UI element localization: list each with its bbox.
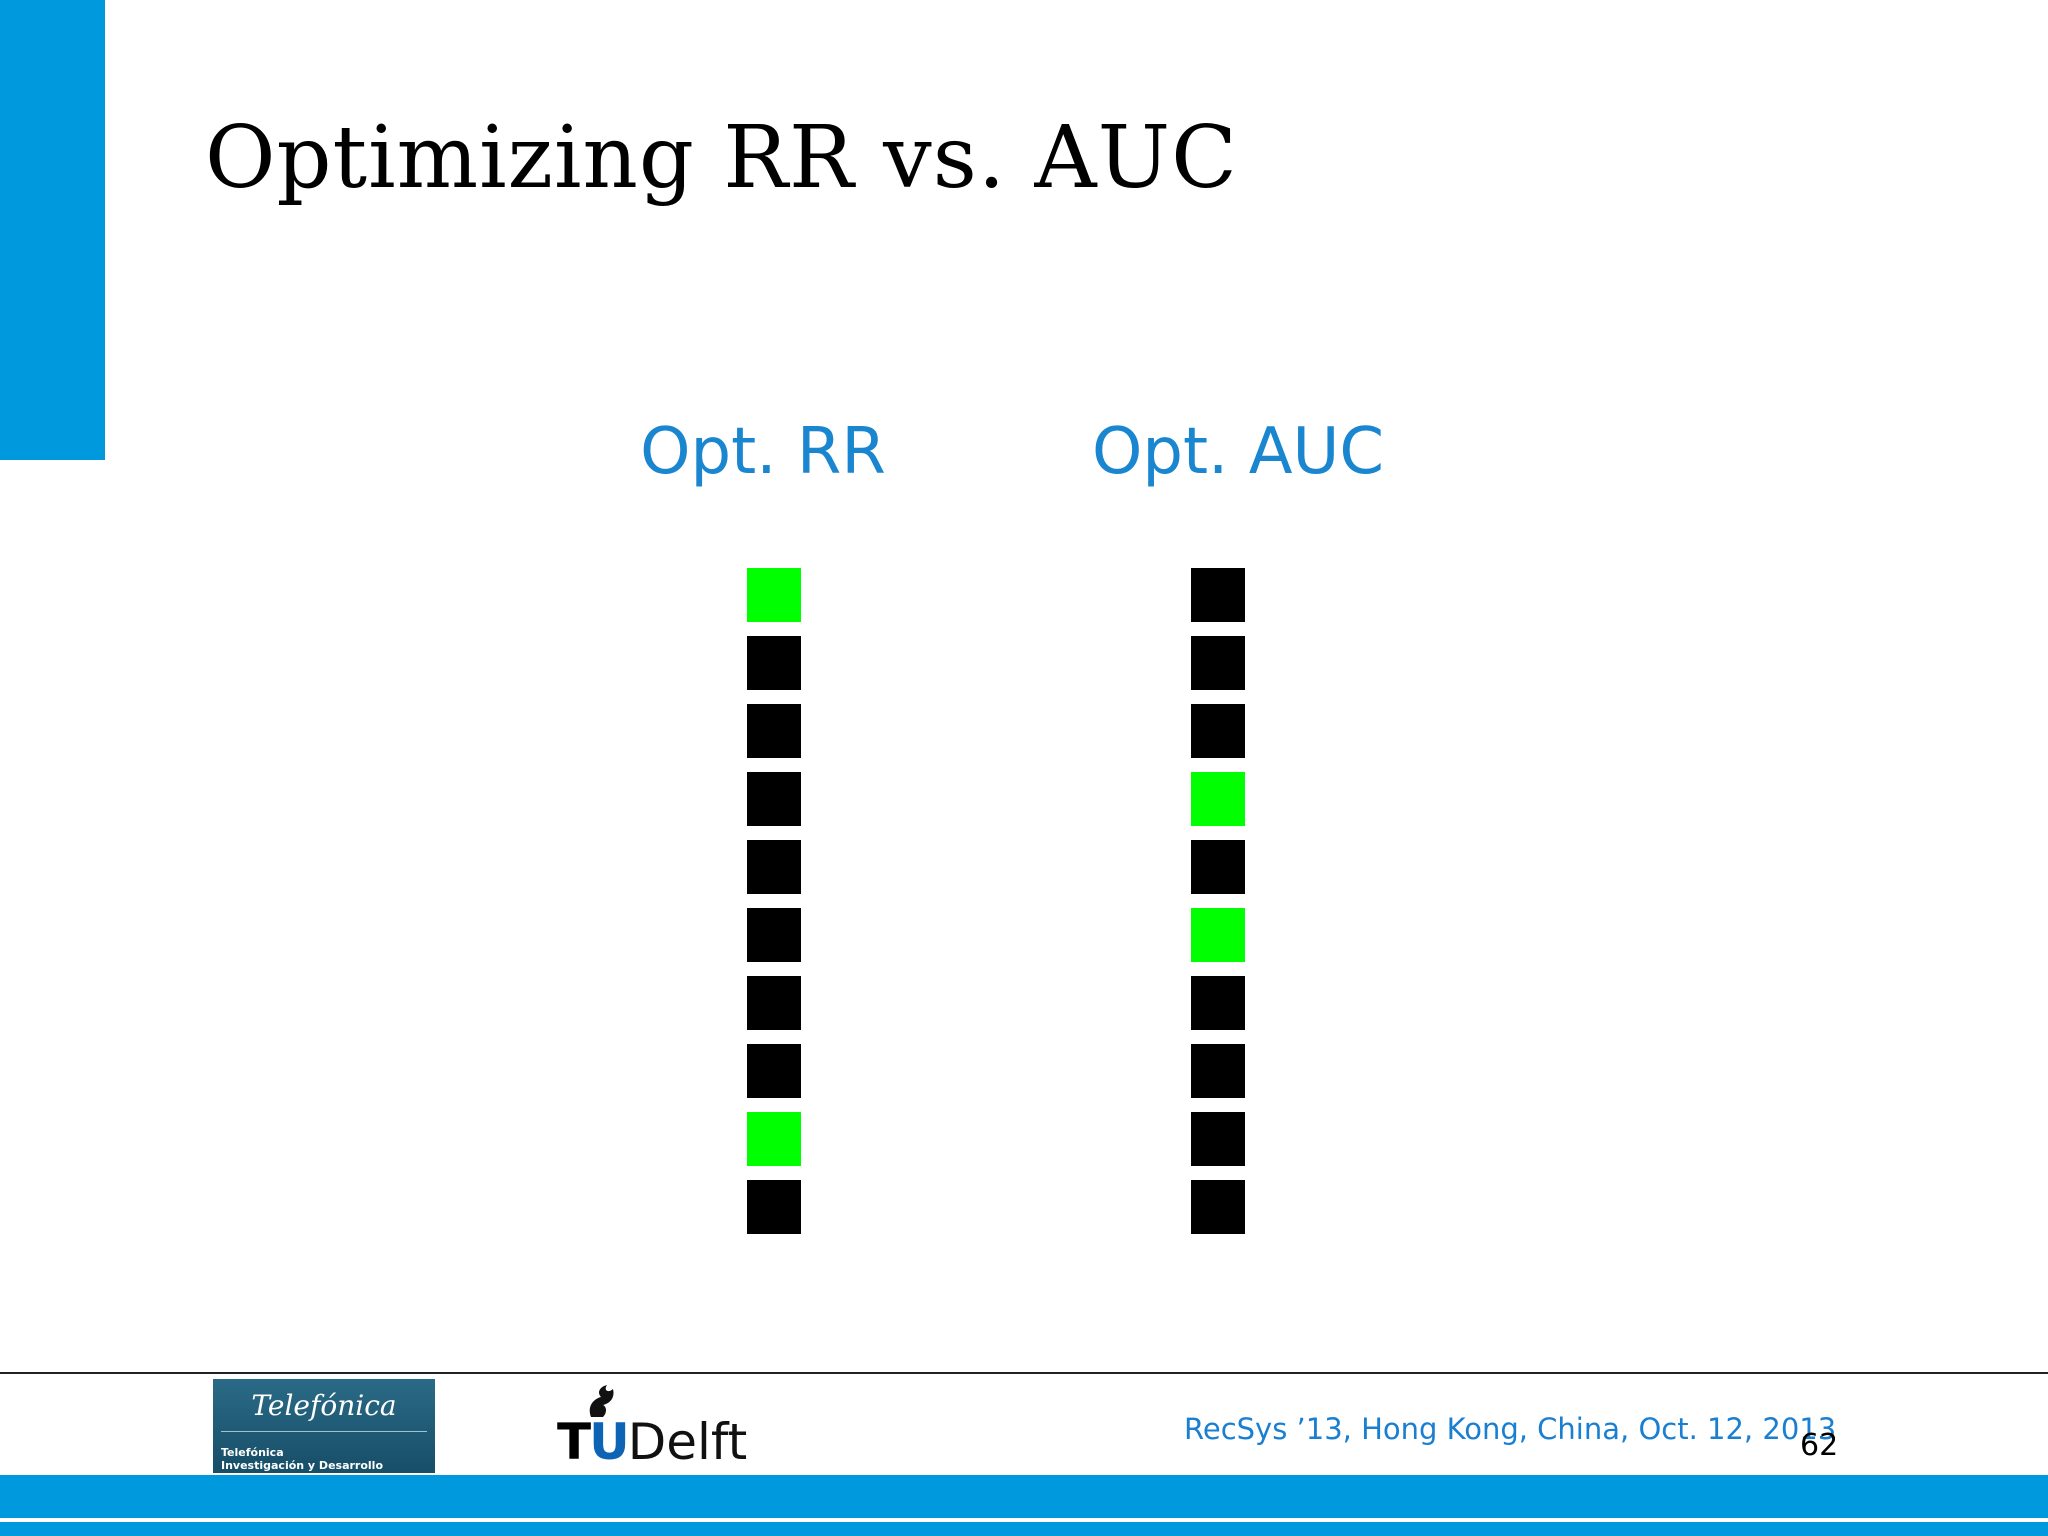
relevant-item	[1191, 908, 1245, 962]
ranking-list-opt-auc	[1191, 568, 1245, 1248]
relevant-item	[1191, 772, 1245, 826]
non-relevant-item	[1191, 1112, 1245, 1166]
non-relevant-item	[747, 704, 801, 758]
footer-band	[0, 1475, 2048, 1518]
non-relevant-item	[1191, 840, 1245, 894]
flame-icon	[589, 1385, 614, 1417]
ranking-list-opt-rr	[747, 568, 801, 1248]
non-relevant-item	[747, 1180, 801, 1234]
telefonica-logo-line2: Investigación y Desarrollo	[221, 1459, 384, 1472]
accent-bar	[0, 0, 105, 460]
non-relevant-item	[747, 976, 801, 1030]
footer-stripe	[0, 1522, 2048, 1536]
telefonica-logo: Telefónica Telefónica Investigación y De…	[213, 1379, 435, 1473]
page-number: 62	[1800, 1428, 1839, 1463]
non-relevant-item	[747, 1044, 801, 1098]
telefonica-logo-line1: Telefónica	[221, 1446, 284, 1459]
column-label-opt-rr: Opt. RR	[640, 415, 886, 489]
non-relevant-item	[1191, 636, 1245, 690]
non-relevant-item	[747, 908, 801, 962]
tudelft-logo-text: TUDelft	[557, 1413, 747, 1471]
non-relevant-item	[747, 840, 801, 894]
footer-conference: RecSys ’13, Hong Kong, China, Oct. 12, 2…	[1184, 1412, 1837, 1446]
non-relevant-item	[1191, 568, 1245, 622]
non-relevant-item	[1191, 1044, 1245, 1098]
column-label-opt-auc: Opt. AUC	[1091, 415, 1385, 489]
non-relevant-item	[747, 636, 801, 690]
telefonica-logo-rule	[221, 1431, 427, 1432]
non-relevant-item	[1191, 704, 1245, 758]
relevant-item	[747, 568, 801, 622]
non-relevant-item	[747, 772, 801, 826]
telefonica-logo-brand: Telefónica	[251, 1389, 397, 1422]
tudelft-logo-delft: Delft	[627, 1413, 748, 1471]
non-relevant-item	[1191, 1180, 1245, 1234]
slide-title: Optimizing RR vs. AUC	[205, 108, 1238, 208]
relevant-item	[747, 1112, 801, 1166]
non-relevant-item	[1191, 976, 1245, 1030]
tudelft-logo: TUDelft	[555, 1383, 765, 1471]
tudelft-logo-u: U	[589, 1413, 630, 1471]
footer-divider	[0, 1372, 2048, 1374]
tudelft-logo-t: T	[557, 1413, 591, 1471]
